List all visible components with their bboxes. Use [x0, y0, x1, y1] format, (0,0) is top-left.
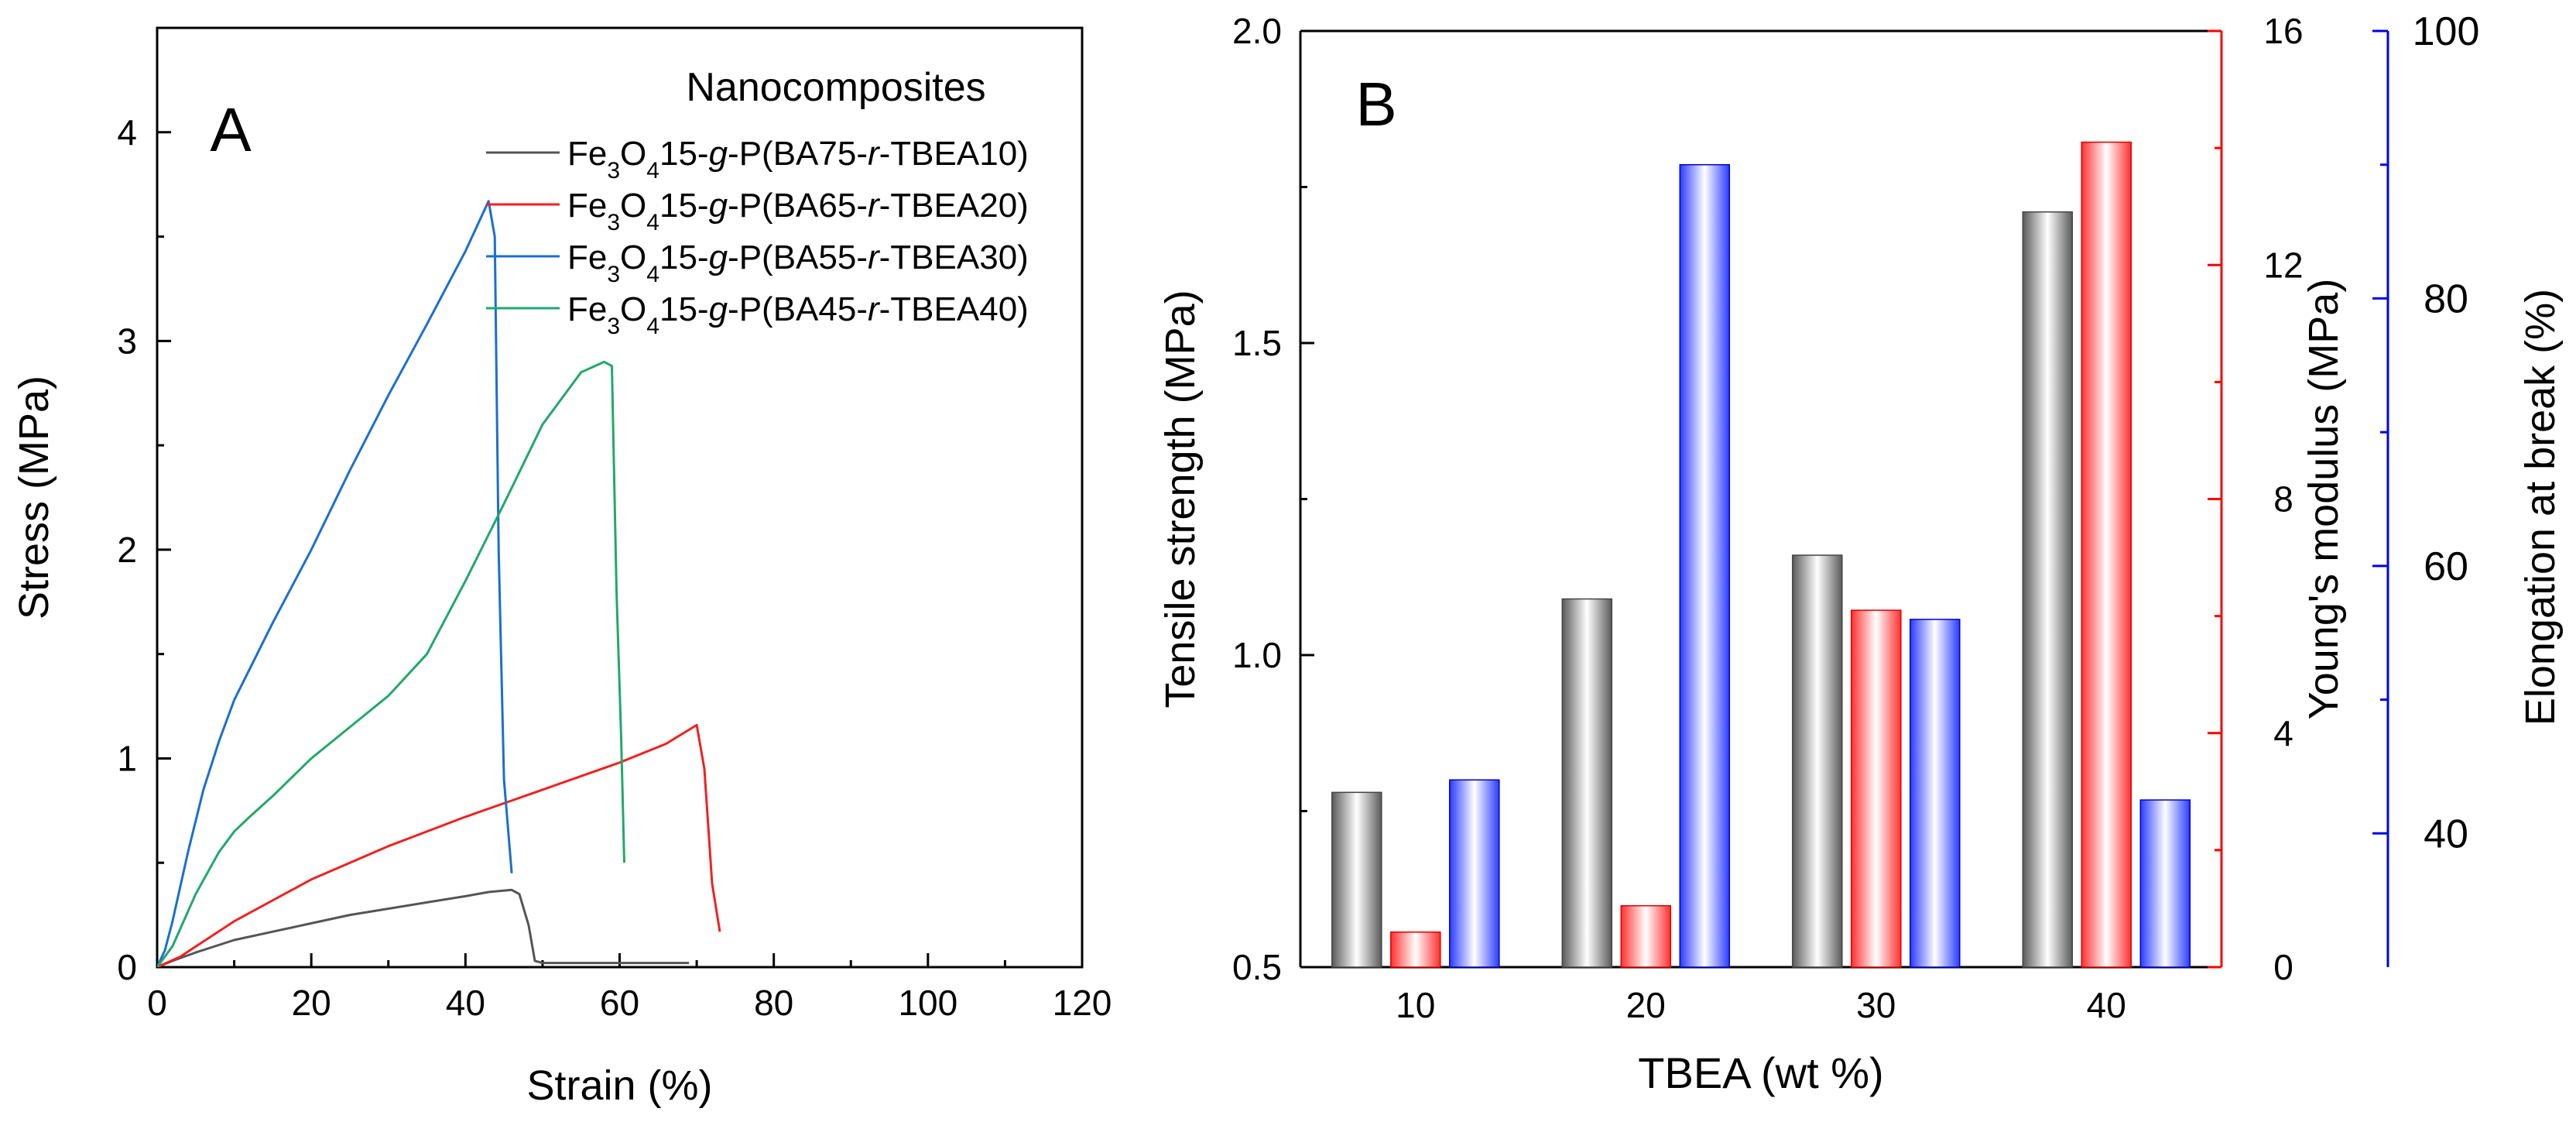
y-tick-label: 1 — [117, 738, 137, 778]
series-line-2 — [157, 723, 721, 967]
x-axis-label: Strain (%) — [526, 1062, 712, 1109]
x-tick-label: 30 — [1856, 985, 1896, 1025]
x-tick-label: 100 — [898, 983, 957, 1023]
bar-right2-30 — [1910, 619, 1961, 968]
x-tick-label: 0 — [147, 983, 167, 1023]
elongation-tick-label: 80 — [2424, 276, 2468, 321]
legend-title: Nanocomposites — [686, 65, 985, 110]
left-tick-label: 1.5 — [1232, 323, 1282, 363]
y-tick-label: 0 — [117, 947, 137, 987]
modulus-axis-label: Young's modulus (MPa) — [2300, 279, 2347, 720]
bar-left-20 — [1561, 598, 1613, 968]
x-tick-label: 20 — [292, 983, 331, 1023]
left-tick-label: 0.5 — [1232, 947, 1282, 987]
legend-label-4: Fe3O415-g-P(BA45-r-TBEA40) — [567, 290, 1029, 339]
x-tick-label: 40 — [446, 983, 485, 1023]
y-axis-label: Stress (MPa) — [11, 376, 57, 619]
panel-label-b: B — [1355, 70, 1396, 139]
bar-right2-20 — [1679, 163, 1731, 968]
series-line-1 — [157, 888, 690, 967]
bar-right1-20 — [1620, 904, 1672, 968]
modulus-tick-label: 16 — [2263, 11, 2303, 51]
modulus-tick-label: 4 — [2273, 713, 2293, 753]
x-tick-label: 10 — [1396, 985, 1435, 1025]
y-tick-label: 2 — [117, 530, 137, 570]
legend-label-2: Fe3O415-g-P(BA65-r-TBEA20) — [567, 187, 1029, 235]
bar-right1-10 — [1390, 931, 1441, 968]
bar-right2-40 — [2139, 799, 2191, 968]
panel-a-stress-strain-chart: 0 20 40 60 80 100 120 0 1 2 3 4 Strain (%) Stress (MP… — [11, 26, 1112, 1109]
left-tick-label: 2.0 — [1232, 11, 1282, 51]
bar-right1-40 — [2081, 141, 2132, 968]
elongation-tick-label: 100 — [2413, 9, 2480, 54]
legend-label-1: Fe3O415-g-P(BA75-r-TBEA10) — [567, 135, 1029, 184]
modulus-tick-label: 0 — [2273, 947, 2293, 987]
left-tick-label: 1.0 — [1232, 635, 1282, 675]
bar-left-10 — [1331, 791, 1382, 968]
elongation-tick-label: 40 — [2424, 811, 2468, 856]
y-tick-label: 3 — [117, 321, 137, 361]
y-tick-label: 4 — [117, 112, 137, 153]
panel-label-a: A — [210, 95, 252, 164]
x-axis-label: TBEA (wt %) — [1638, 1048, 1883, 1097]
legend-label-3: Fe3O415-g-P(BA55-r-TBEA30) — [567, 238, 1029, 287]
modulus-tick-label: 12 — [2263, 245, 2303, 285]
series-line-3 — [157, 200, 513, 967]
elongation-axis-label: Elongation at break (%) — [2517, 289, 2564, 726]
x-tick-label: 20 — [1626, 985, 1666, 1025]
x-tick-label: 80 — [754, 983, 793, 1023]
x-tick-label: 120 — [1053, 983, 1112, 1023]
modulus-tick-label: 8 — [2273, 479, 2293, 520]
bar-right2-10 — [1449, 779, 1500, 968]
bar-left-30 — [1792, 554, 1843, 968]
left-axis-label: Tensile strength (MPa) — [1157, 290, 1204, 708]
x-tick-label: 40 — [2087, 985, 2126, 1025]
x-tick-label: 60 — [600, 983, 639, 1023]
bar-right1-30 — [1851, 609, 1902, 968]
elongation-tick-label: 60 — [2424, 544, 2468, 589]
panel-b-bar-chart: 0.5 1.0 1.5 2.0 0 4 8 12 16 40 60 80 100 TBEA (wt %) T… — [1157, 9, 2564, 1097]
bar-left-40 — [2022, 211, 2074, 968]
series-line-4 — [157, 360, 625, 967]
